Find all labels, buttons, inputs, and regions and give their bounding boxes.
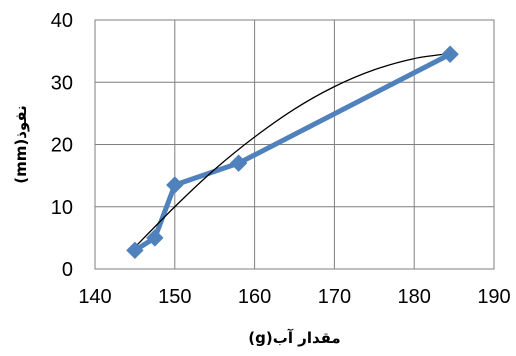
y-tick-label: 30 <box>51 72 73 94</box>
data-point-marker <box>126 241 144 260</box>
data-point-marker <box>166 176 184 194</box>
y-tick-label: 40 <box>51 10 73 32</box>
y-axis-title: نفوذ(mm) <box>12 105 30 184</box>
x-tick-label: 150 <box>158 286 191 308</box>
x-axis-title: مقدار آب(g) <box>248 329 340 347</box>
x-tick-label: 190 <box>477 286 510 308</box>
x-tick-label: 180 <box>398 286 431 308</box>
plot-area-frame <box>94 19 495 270</box>
x-tick-label: 140 <box>78 286 111 308</box>
x-tick-labels: 140 150 160 170 180 190 <box>78 286 510 308</box>
x-tick-label: 160 <box>238 286 271 308</box>
data-point-marker <box>229 154 248 172</box>
data-point-marker <box>146 229 164 247</box>
y-tick-label: 20 <box>51 135 73 157</box>
trendline <box>134 52 451 248</box>
y-tick-label: 0 <box>62 259 73 281</box>
series-line <box>133 52 452 253</box>
series-layer <box>126 45 459 260</box>
data-point-marker <box>441 45 459 63</box>
y-tick-labels: 0 10 20 30 40 <box>51 10 73 281</box>
x-tick-label: 170 <box>318 286 351 308</box>
y-tick-label: 10 <box>51 197 73 219</box>
